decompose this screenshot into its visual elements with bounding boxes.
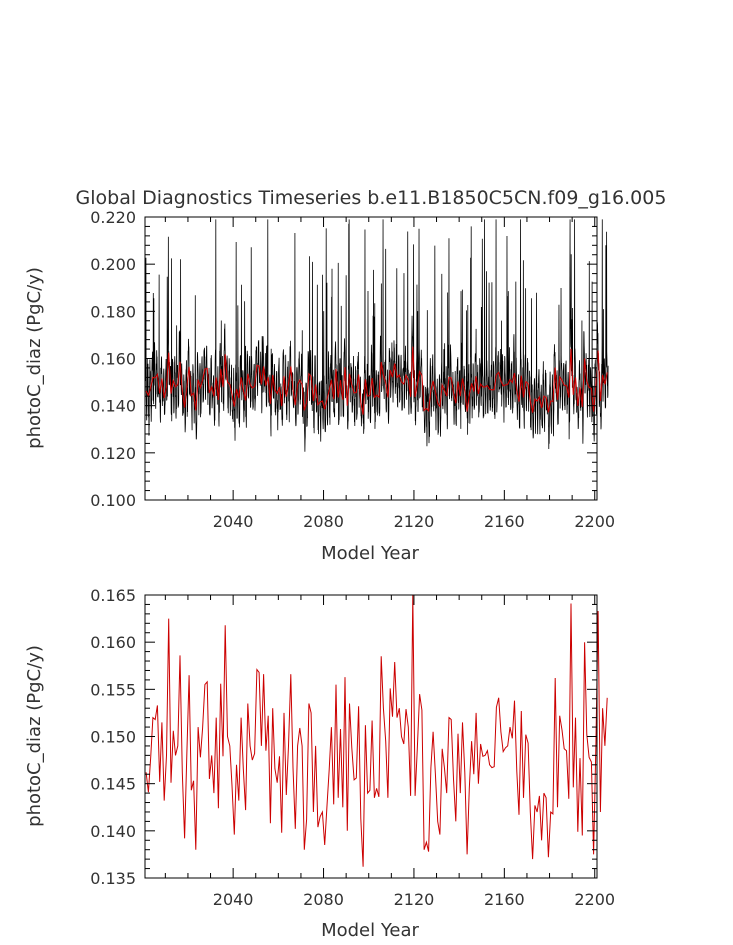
top-y-tick-label: 0.200: [90, 255, 136, 274]
top-y-tick-label: 0.140: [90, 397, 136, 416]
top-axis-ticks: 2040 2080 2120 2160 2200 0.100 0.120 0.140 0.160…: [90, 208, 615, 531]
top-plot-frame: [144, 216, 598, 501]
top-annual-series-line: [145, 346, 608, 415]
bottom-x-tick-label: 2080: [303, 890, 344, 909]
top-x-axis-label: Model Year: [321, 543, 419, 564]
top-x-tick-label: 2040: [213, 512, 254, 531]
top-y-tick-label: 0.120: [90, 444, 136, 463]
bottom-y-tick-label: 0.165: [90, 586, 136, 605]
bottom-y-tick-label: 0.140: [90, 822, 136, 841]
top-x-tick-label: 2200: [574, 512, 615, 531]
top-series-group: [144, 219, 609, 452]
bottom-series-group: [145, 594, 608, 867]
top-y-tick-label: 0.160: [90, 350, 136, 369]
top-monthly-series-line: [144, 219, 609, 452]
top-y-tick-label: 0.180: [90, 302, 136, 321]
bottom-y-tick-label: 0.135: [90, 869, 136, 888]
bottom-axis-ticks: 2040 2080 2120 2160 2200 0.135 0.140 0.145 0.150…: [90, 586, 615, 909]
chart-title: Global Diagnostics Timeseries b.e11.B185…: [76, 187, 667, 209]
top-x-tick-label: 2160: [484, 512, 525, 531]
bottom-x-tick-label: 2160: [484, 890, 525, 909]
top-y-tick-label: 0.220: [90, 208, 136, 227]
bottom-y-tick-label: 0.160: [90, 633, 136, 652]
bottom-x-tick-label: 2200: [574, 890, 615, 909]
top-panel: Global Diagnostics Timeseries b.e11.B185…: [24, 187, 666, 564]
bottom-x-tick-label: 2120: [394, 890, 435, 909]
top-x-tick-label: 2120: [394, 512, 435, 531]
bottom-y-tick-label: 0.145: [90, 775, 136, 794]
bottom-x-axis-label: Model Year: [321, 920, 419, 941]
top-x-tick-label: 2080: [303, 512, 344, 531]
bottom-y-tick-label: 0.150: [90, 728, 136, 747]
bottom-plot-frame: [144, 594, 598, 879]
bottom-panel: 2040 2080 2120 2160 2200 0.135 0.140 0.145 0.150…: [24, 586, 615, 941]
bottom-annual-series-line: [145, 594, 608, 867]
top-y-axis-label: photoC_diaz (PgC/y): [24, 267, 45, 449]
bottom-y-axis-label: photoC_diaz (PgC/y): [24, 645, 45, 827]
top-y-tick-label: 0.100: [90, 491, 136, 510]
bottom-y-tick-label: 0.155: [90, 680, 136, 699]
bottom-x-tick-label: 2040: [213, 890, 254, 909]
